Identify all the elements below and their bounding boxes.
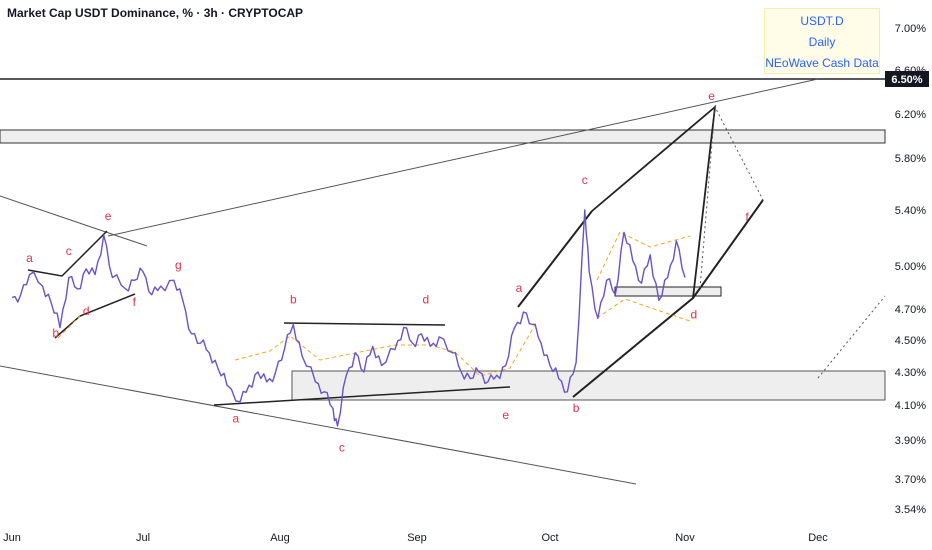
wave-label: a: [26, 251, 33, 265]
x-tick-label: Oct: [541, 532, 558, 544]
y-tick-label: 3.70%: [895, 474, 926, 486]
wave-label: d: [691, 307, 698, 321]
y-tick-label: 4.70%: [895, 304, 926, 316]
info-symbol: USDT.D: [800, 14, 844, 28]
x-axis: Jun Jul Aug Sep Oct Nov Dec: [3, 532, 828, 544]
x-tick-label: Dec: [808, 532, 828, 544]
wave-label: d: [423, 292, 430, 306]
resistance-zone: [0, 129, 886, 144]
early-downtrend-line: [0, 195, 148, 247]
y-axis: 7.00%6.60%6.20%5.80%5.40%5.00%4.70%4.50%…: [895, 23, 926, 516]
consolidation-box: [614, 286, 722, 297]
wave-labels: a b c d e f g a b c d e a b c d e f: [26, 89, 749, 455]
x-tick-label: Aug: [270, 532, 290, 544]
y-tick-label: 4.10%: [895, 400, 926, 412]
upper-trendline: [107, 78, 819, 237]
wave-label: b: [290, 292, 297, 306]
wave-label: a: [516, 281, 523, 295]
wave-label: b: [52, 326, 59, 340]
price-series-line: [11, 209, 686, 427]
y-tick-label: 7.00%: [895, 23, 926, 35]
mid-triangle-lines: [213, 322, 511, 406]
info-box: USDT.D Daily NEoWave Cash Data: [764, 8, 880, 74]
y-tick-label: 4.50%: [895, 335, 926, 347]
wave-label: c: [582, 173, 588, 187]
wave-label: e: [502, 408, 509, 422]
y-tick-label: 3.90%: [895, 435, 926, 447]
y-tick-label: 3.54%: [895, 504, 926, 516]
wave-label: d: [83, 304, 90, 318]
wave-label: f: [133, 295, 137, 309]
y-tick-label: 5.40%: [895, 205, 926, 217]
wave-label: c: [66, 244, 72, 258]
projection-lines: [517, 104, 764, 398]
wave-label: a: [232, 412, 239, 426]
info-source: NEoWave Cash Data: [765, 56, 879, 70]
y-tick-label: 6.20%: [895, 109, 926, 121]
orange-dashed-pattern: [57, 231, 691, 377]
wave-label: g: [175, 258, 182, 272]
wave-label: b: [573, 401, 580, 415]
y-tick-label: 5.00%: [895, 261, 926, 273]
y-tick-label: 4.30%: [895, 367, 926, 379]
wave-label: c: [339, 441, 345, 455]
wave-label: f: [745, 210, 749, 224]
chart-title: Market Cap USDT Dominance, % · 3h · CRYP…: [7, 6, 303, 20]
x-tick-label: Jun: [3, 532, 21, 544]
info-timeframe: Daily: [808, 35, 836, 49]
wave-label: e: [105, 209, 112, 223]
current-price-label: 6.50%: [891, 74, 922, 86]
lower-trendline: [0, 365, 637, 485]
wave-label: e: [708, 89, 715, 103]
projection-dotted-lines: [699, 105, 886, 379]
current-price-badge: [885, 71, 929, 87]
x-tick-label: Jul: [136, 532, 150, 544]
x-tick-label: Nov: [675, 532, 695, 544]
x-tick-label: Sep: [407, 532, 427, 544]
y-tick-label: 5.80%: [895, 153, 926, 165]
